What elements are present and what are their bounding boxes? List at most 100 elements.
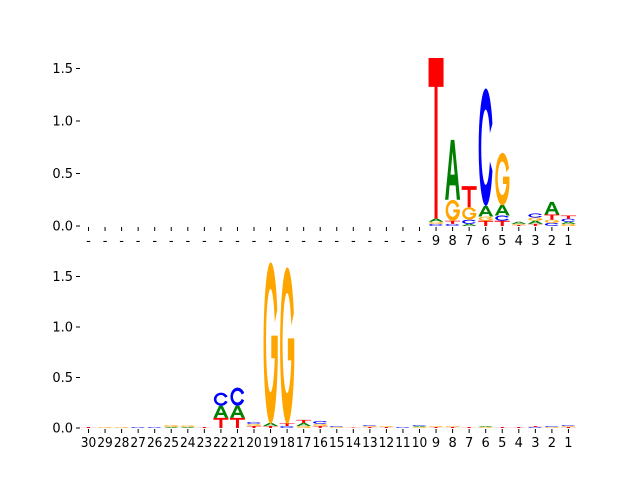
x-tick-label: -: [367, 234, 372, 249]
logo-letter-C: [528, 213, 543, 218]
logo-letter-A: [478, 206, 494, 217]
logo-letter-C: [544, 222, 559, 226]
x-tick-label: 24: [180, 436, 196, 451]
logo-letter-T: [461, 426, 477, 428]
logo-letter-T: [81, 426, 96, 428]
logo-letter-C: [544, 425, 559, 427]
x-tick-label: 2: [548, 234, 556, 249]
x-tick-label: 4: [515, 234, 523, 249]
logo-letter-G: [445, 425, 460, 427]
logo-letter-A: [428, 218, 444, 222]
logo-letter-G: [511, 223, 526, 225]
x-tick-label: 13: [362, 436, 378, 451]
logo-letter-C: [131, 426, 145, 428]
x-tick-label: 26: [147, 436, 163, 451]
logo-letter-G: [561, 425, 576, 427]
x-tick-label: 17: [296, 436, 312, 451]
logo-letter-T: [279, 422, 295, 426]
x-tick-label: 28: [114, 436, 130, 451]
x-tick-label: 2: [548, 436, 556, 451]
logo-letter-C: [280, 425, 294, 428]
x-tick-label: -: [219, 234, 224, 249]
logo-letter-G: [313, 423, 328, 426]
x-tick-label: 27: [130, 436, 146, 451]
x-tick-label: -: [384, 234, 389, 249]
logo-letter-T: [196, 426, 212, 428]
logo-letter-T: [312, 425, 328, 428]
x-tick-label: 16: [312, 436, 328, 451]
logo-letter-C: [313, 420, 327, 424]
logo-letter-G: [280, 267, 295, 424]
logo-letter-C: [147, 426, 162, 428]
x-tick-label: -: [268, 234, 273, 249]
logo-letter-C: [329, 425, 344, 427]
x-tick-label: 18: [279, 436, 295, 451]
logo-letter-A: [527, 220, 543, 224]
logo-letter-G: [296, 425, 311, 429]
logo-letter-A: [494, 205, 510, 216]
x-tick-label: 22: [213, 436, 229, 451]
logo-letter-T: [511, 426, 527, 428]
x-tick-label: -: [301, 234, 306, 249]
x-tick-label: -: [103, 234, 108, 249]
logo-letter-G: [114, 426, 129, 429]
logo-letter-C: [213, 392, 228, 406]
logo-letter-G: [379, 425, 394, 427]
logo-letter-G: [445, 199, 460, 221]
logo-letter-T: [445, 426, 461, 428]
logo-letter-G: [98, 426, 113, 429]
x-tick-label: -: [401, 234, 406, 249]
x-tick-label: 19: [263, 436, 279, 451]
x-tick-label: -: [169, 234, 174, 249]
logo-letter-G: [164, 424, 179, 428]
x-tick-label: 3: [531, 234, 539, 249]
logo-letter-T: [494, 220, 510, 226]
logo-letter-C: [395, 426, 410, 428]
logo-letter-A: [296, 422, 312, 426]
x-tick-label: 3: [531, 436, 539, 451]
x-tick-label: 5: [498, 436, 506, 451]
x-tick-label: 8: [448, 234, 456, 249]
x-tick-label: 15: [329, 436, 345, 451]
x-tick-label: -: [86, 234, 91, 249]
x-tick-label: 1: [564, 436, 572, 451]
x-tick-label: -: [351, 234, 356, 249]
x-tick-label: -: [285, 234, 290, 249]
x-tick-label: 10: [412, 436, 428, 451]
logo-letter-G: [412, 426, 427, 429]
logo-letter-A: [213, 405, 229, 418]
logo-letter-T: [494, 426, 510, 428]
logo-letter-C: [462, 219, 476, 224]
y-tick-label: 1.0: [52, 115, 73, 130]
y-tick-label: 0.0: [52, 220, 73, 235]
logo-letter-T: [362, 426, 378, 428]
logo-letter-G: [263, 262, 278, 424]
top-logo-panel: 0.00.51.01.5- - - - - - - - - - - - - - - - - - - - -9 8 7 6 5 4 3…: [52, 58, 576, 249]
x-tick-label: 21: [230, 436, 246, 451]
x-tick-label: 6: [482, 436, 490, 451]
logo-letter-G: [246, 423, 262, 426]
logo-letter-A: [412, 425, 427, 427]
logo-letter-G: [495, 152, 510, 206]
y-tick-label: 1.5: [52, 270, 73, 285]
logo-letter-A: [560, 221, 576, 224]
x-tick-label: -: [417, 234, 422, 249]
y-tick-label: 0.5: [52, 167, 73, 182]
logo-letter-T: [560, 426, 576, 428]
logo-letter-G: [180, 425, 195, 427]
x-tick-label: -: [252, 234, 257, 249]
x-tick-label: 29: [97, 436, 113, 451]
logo-letter-G: [478, 426, 493, 429]
logo-letter-G: [544, 426, 560, 429]
logo-letter-A: [263, 422, 279, 426]
logo-letter-T: [246, 425, 262, 428]
x-tick-label: 14: [346, 436, 362, 451]
x-tick-label: 7: [465, 436, 473, 451]
logo-letter-A: [163, 426, 179, 428]
bottom-logo-panel: 0.00.51.01.530 29 28 27 26 25 24 23 22 21 20 19 18 17…: [52, 262, 576, 451]
logo-letter-T: [445, 220, 461, 224]
logo-letter-T: [345, 427, 361, 428]
logo-letter-C: [561, 424, 576, 426]
logo-letter-G: [462, 207, 477, 220]
